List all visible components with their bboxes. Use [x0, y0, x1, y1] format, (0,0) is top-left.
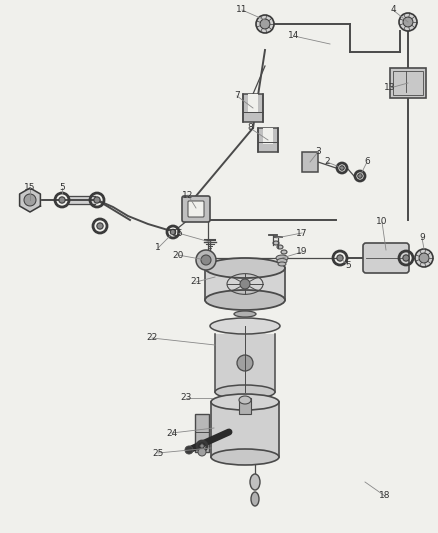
Circle shape [185, 446, 193, 454]
Text: 5: 5 [345, 261, 351, 270]
Circle shape [256, 15, 274, 33]
Text: 22: 22 [146, 334, 158, 343]
Text: 8: 8 [247, 124, 253, 133]
Text: 24: 24 [166, 429, 178, 438]
Circle shape [337, 255, 343, 261]
Text: 7: 7 [234, 92, 240, 101]
Bar [390, 68, 426, 98]
Bar [248, 94, 258, 112]
Text: 12: 12 [182, 190, 194, 199]
Ellipse shape [211, 394, 279, 410]
Ellipse shape [250, 474, 260, 490]
Bar [205, 268, 285, 300]
Ellipse shape [215, 385, 275, 399]
Ellipse shape [277, 259, 287, 263]
Text: 1: 1 [155, 244, 161, 253]
Bar [243, 94, 263, 122]
Text: 15: 15 [24, 183, 36, 192]
Ellipse shape [206, 254, 214, 260]
Circle shape [358, 174, 362, 178]
Text: 20: 20 [172, 251, 184, 260]
Ellipse shape [239, 396, 251, 404]
Polygon shape [20, 188, 40, 212]
Circle shape [198, 448, 206, 456]
Circle shape [59, 197, 65, 203]
Ellipse shape [205, 258, 285, 278]
Circle shape [240, 279, 250, 289]
Ellipse shape [234, 311, 256, 317]
Text: 25: 25 [152, 448, 164, 457]
Circle shape [170, 229, 176, 235]
Text: 13: 13 [384, 84, 396, 93]
Polygon shape [69, 196, 95, 204]
Text: 4: 4 [390, 5, 396, 14]
Text: 23: 23 [180, 393, 192, 402]
Text: 11: 11 [236, 5, 248, 14]
Text: 18: 18 [379, 491, 391, 500]
Circle shape [260, 19, 270, 29]
Bar [263, 128, 273, 144]
Bar [393, 71, 423, 95]
FancyBboxPatch shape [363, 243, 409, 273]
Circle shape [403, 255, 409, 261]
Bar [215, 334, 275, 392]
Text: 19: 19 [296, 247, 308, 256]
Bar [258, 128, 278, 152]
Text: 6: 6 [364, 157, 370, 166]
Ellipse shape [278, 262, 286, 266]
Bar [237, 394, 253, 402]
Circle shape [403, 17, 413, 27]
Circle shape [94, 197, 100, 203]
Circle shape [24, 194, 36, 206]
Circle shape [419, 253, 429, 263]
Ellipse shape [251, 492, 259, 506]
Circle shape [415, 249, 433, 267]
FancyBboxPatch shape [188, 201, 204, 217]
Bar [195, 414, 209, 452]
Bar [302, 152, 318, 172]
Ellipse shape [276, 255, 288, 261]
Bar [239, 398, 251, 414]
Circle shape [399, 13, 417, 31]
Ellipse shape [273, 241, 279, 245]
Circle shape [200, 444, 204, 448]
Text: 21: 21 [191, 278, 201, 287]
Text: 3: 3 [315, 148, 321, 157]
Ellipse shape [277, 245, 283, 249]
Circle shape [201, 255, 211, 265]
Text: 14: 14 [288, 31, 300, 41]
Circle shape [196, 250, 216, 270]
Text: 10: 10 [376, 217, 388, 227]
Ellipse shape [211, 449, 279, 465]
Circle shape [97, 223, 103, 229]
Circle shape [237, 355, 253, 371]
Text: 17: 17 [296, 229, 308, 238]
Text: 9: 9 [419, 233, 425, 243]
Text: 2: 2 [324, 157, 330, 166]
Ellipse shape [281, 250, 287, 254]
Circle shape [340, 166, 344, 170]
FancyBboxPatch shape [182, 196, 210, 222]
Bar [211, 402, 279, 457]
Ellipse shape [205, 290, 285, 310]
Ellipse shape [210, 318, 280, 334]
Text: 16: 16 [172, 229, 184, 238]
Text: 5: 5 [59, 183, 65, 192]
